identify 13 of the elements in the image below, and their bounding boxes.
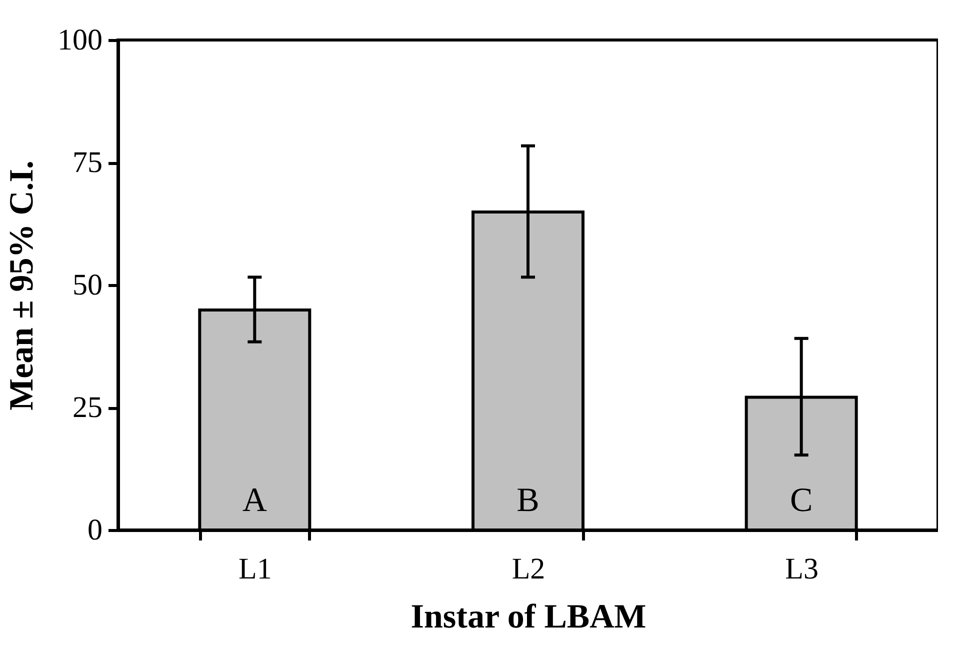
annotation: B <box>516 482 540 519</box>
y-axis-title: Mean ± 95% C.I. <box>4 160 40 411</box>
x-tick-label: L1 <box>238 552 272 586</box>
y-tick-label: 50 <box>72 268 102 302</box>
annotation: C <box>790 482 813 519</box>
y-tick-label: 0 <box>88 514 102 546</box>
x-tick-label: L3 <box>785 552 818 586</box>
y-tick-label: 100 <box>58 24 102 56</box>
x-tick-label: L2 <box>512 552 546 586</box>
y-tick-label: 75 <box>72 146 102 179</box>
x-axis-title: Instar of LBAM <box>410 598 646 636</box>
y-tick-label: 25 <box>72 391 102 424</box>
annotation: A <box>242 482 268 519</box>
